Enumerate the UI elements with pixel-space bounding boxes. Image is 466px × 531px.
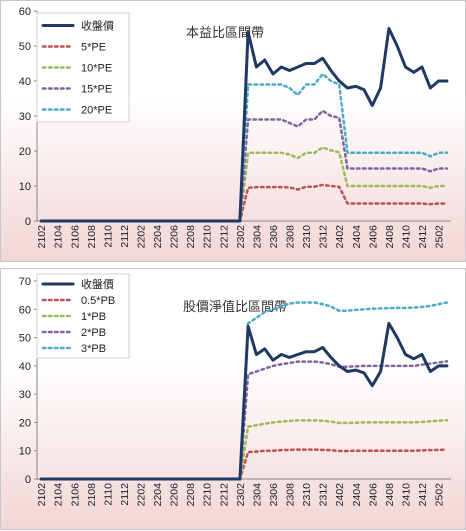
x-tick-label: 2206 bbox=[169, 225, 181, 249]
legend-label-2: 1*PB bbox=[81, 311, 106, 323]
x-tick-label: 2312 bbox=[318, 483, 330, 507]
x-tick-label: 2302 bbox=[235, 225, 247, 249]
x-tick-label: 2406 bbox=[367, 225, 379, 249]
legend-label-1: 0.5*PB bbox=[81, 295, 115, 307]
x-tick-label: 2410 bbox=[400, 225, 412, 249]
y-tick-label: 70 bbox=[19, 276, 31, 288]
y-tick-label: 40 bbox=[19, 76, 31, 88]
legend-label-0: 收盤價 bbox=[81, 277, 114, 291]
pb-band-chart: 0 10 20 30 40 50 60 70 2102 2104 2106 2108 2110 2112 2… bbox=[0, 268, 466, 530]
x-tick-label: 2304 bbox=[251, 225, 263, 249]
x-tick-label: 2204 bbox=[152, 483, 164, 507]
y-tick-label: 30 bbox=[19, 111, 31, 123]
x-tick-label: 2402 bbox=[334, 483, 346, 507]
legend-label-1: 5*PE bbox=[81, 42, 106, 54]
x-tick-label: 2408 bbox=[384, 483, 396, 507]
y-tick-label: 10 bbox=[19, 181, 31, 193]
legend-label-2: 10*PE bbox=[81, 63, 112, 75]
x-tick-label: 2106 bbox=[69, 225, 81, 249]
pe-band-chart: 0 10 20 30 40 50 60 2102 2104 2106 2108 2110 2112 220… bbox=[0, 0, 466, 262]
y-tick-label: 60 bbox=[19, 6, 31, 18]
x-tick-label: 2208 bbox=[185, 225, 197, 249]
y-tick-label: 20 bbox=[19, 146, 31, 158]
x-tick-label: 2312 bbox=[318, 225, 330, 249]
x-tick-label: 2502 bbox=[434, 225, 446, 249]
x-tick-label: 2306 bbox=[268, 225, 280, 249]
legend-label-3: 2*PB bbox=[81, 327, 106, 339]
chart-title: 股價淨值比區間帶 bbox=[183, 299, 287, 314]
x-tick-label: 2308 bbox=[285, 225, 297, 249]
y-tick-label: 60 bbox=[19, 304, 31, 316]
pe-band-plot: 0 10 20 30 40 50 60 2102 2104 2106 2108 2110 2112 220… bbox=[19, 6, 451, 249]
x-tick-label: 2306 bbox=[268, 483, 280, 507]
legend-label-0: 收盤價 bbox=[81, 19, 114, 33]
x-tick-label: 2210 bbox=[202, 225, 214, 249]
series-line-0 bbox=[39, 27, 449, 223]
x-tick-label: 2202 bbox=[136, 483, 148, 507]
x-tick-label: 2410 bbox=[400, 483, 412, 507]
y-tick-label: 50 bbox=[19, 41, 31, 53]
legend-label-4: 3*PB bbox=[81, 343, 106, 355]
x-tick-label: 2404 bbox=[351, 225, 363, 249]
x-tick-label: 2208 bbox=[185, 483, 197, 507]
x-tick-label: 2404 bbox=[351, 483, 363, 507]
y-tick-label: 50 bbox=[19, 333, 31, 345]
y-tick-label: 20 bbox=[19, 417, 31, 429]
y-tick-label: 0 bbox=[25, 216, 31, 228]
x-tick-label: 2210 bbox=[202, 483, 214, 507]
x-tick-label: 2212 bbox=[218, 483, 230, 507]
x-tick-label: 2408 bbox=[384, 225, 396, 249]
x-tick-label: 2202 bbox=[136, 225, 148, 249]
x-tick-label: 2204 bbox=[152, 225, 164, 249]
x-tick-label: 2304 bbox=[251, 483, 263, 507]
series-line-0 bbox=[39, 321, 449, 481]
x-tick-label: 2108 bbox=[86, 225, 98, 249]
x-tick-label: 2112 bbox=[119, 483, 131, 506]
x-tick-label: 2302 bbox=[235, 483, 247, 507]
x-tick-label: 2106 bbox=[69, 483, 81, 507]
x-tick-label: 2104 bbox=[53, 483, 65, 507]
x-tick-label: 2104 bbox=[53, 225, 65, 249]
x-tick-label: 2212 bbox=[218, 225, 230, 249]
x-tick-label: 2402 bbox=[334, 225, 346, 249]
x-tick-label: 2308 bbox=[285, 483, 297, 507]
chart-title: 本益比區間帶 bbox=[186, 25, 264, 40]
y-tick-label: 10 bbox=[19, 446, 31, 458]
x-tick-label: 2412 bbox=[417, 483, 429, 507]
x-tick-label: 2112 bbox=[119, 225, 131, 248]
x-tick-label: 2310 bbox=[301, 225, 313, 249]
legend-label-3: 15*PE bbox=[81, 84, 112, 96]
legend-label-4: 20*PE bbox=[81, 105, 112, 117]
x-tick-label: 2502 bbox=[434, 483, 446, 507]
x-tick-label: 2110 bbox=[102, 483, 114, 506]
x-tick-label: 2108 bbox=[86, 483, 98, 507]
x-tick-label: 2102 bbox=[36, 225, 48, 249]
x-tick-label: 2412 bbox=[417, 225, 429, 249]
x-tick-label: 2310 bbox=[301, 483, 313, 507]
pb-band-plot: 0 10 20 30 40 50 60 70 2102 2104 2106 2108 2110 2112 2… bbox=[19, 273, 451, 507]
x-tick-label: 2406 bbox=[367, 483, 379, 507]
y-tick-label: 0 bbox=[25, 474, 31, 486]
x-tick-label: 2110 bbox=[102, 225, 114, 248]
x-tick-label: 2206 bbox=[169, 483, 181, 507]
y-tick-label: 30 bbox=[19, 389, 31, 401]
x-tick-label: 2102 bbox=[36, 483, 48, 507]
y-tick-label: 40 bbox=[19, 361, 31, 373]
